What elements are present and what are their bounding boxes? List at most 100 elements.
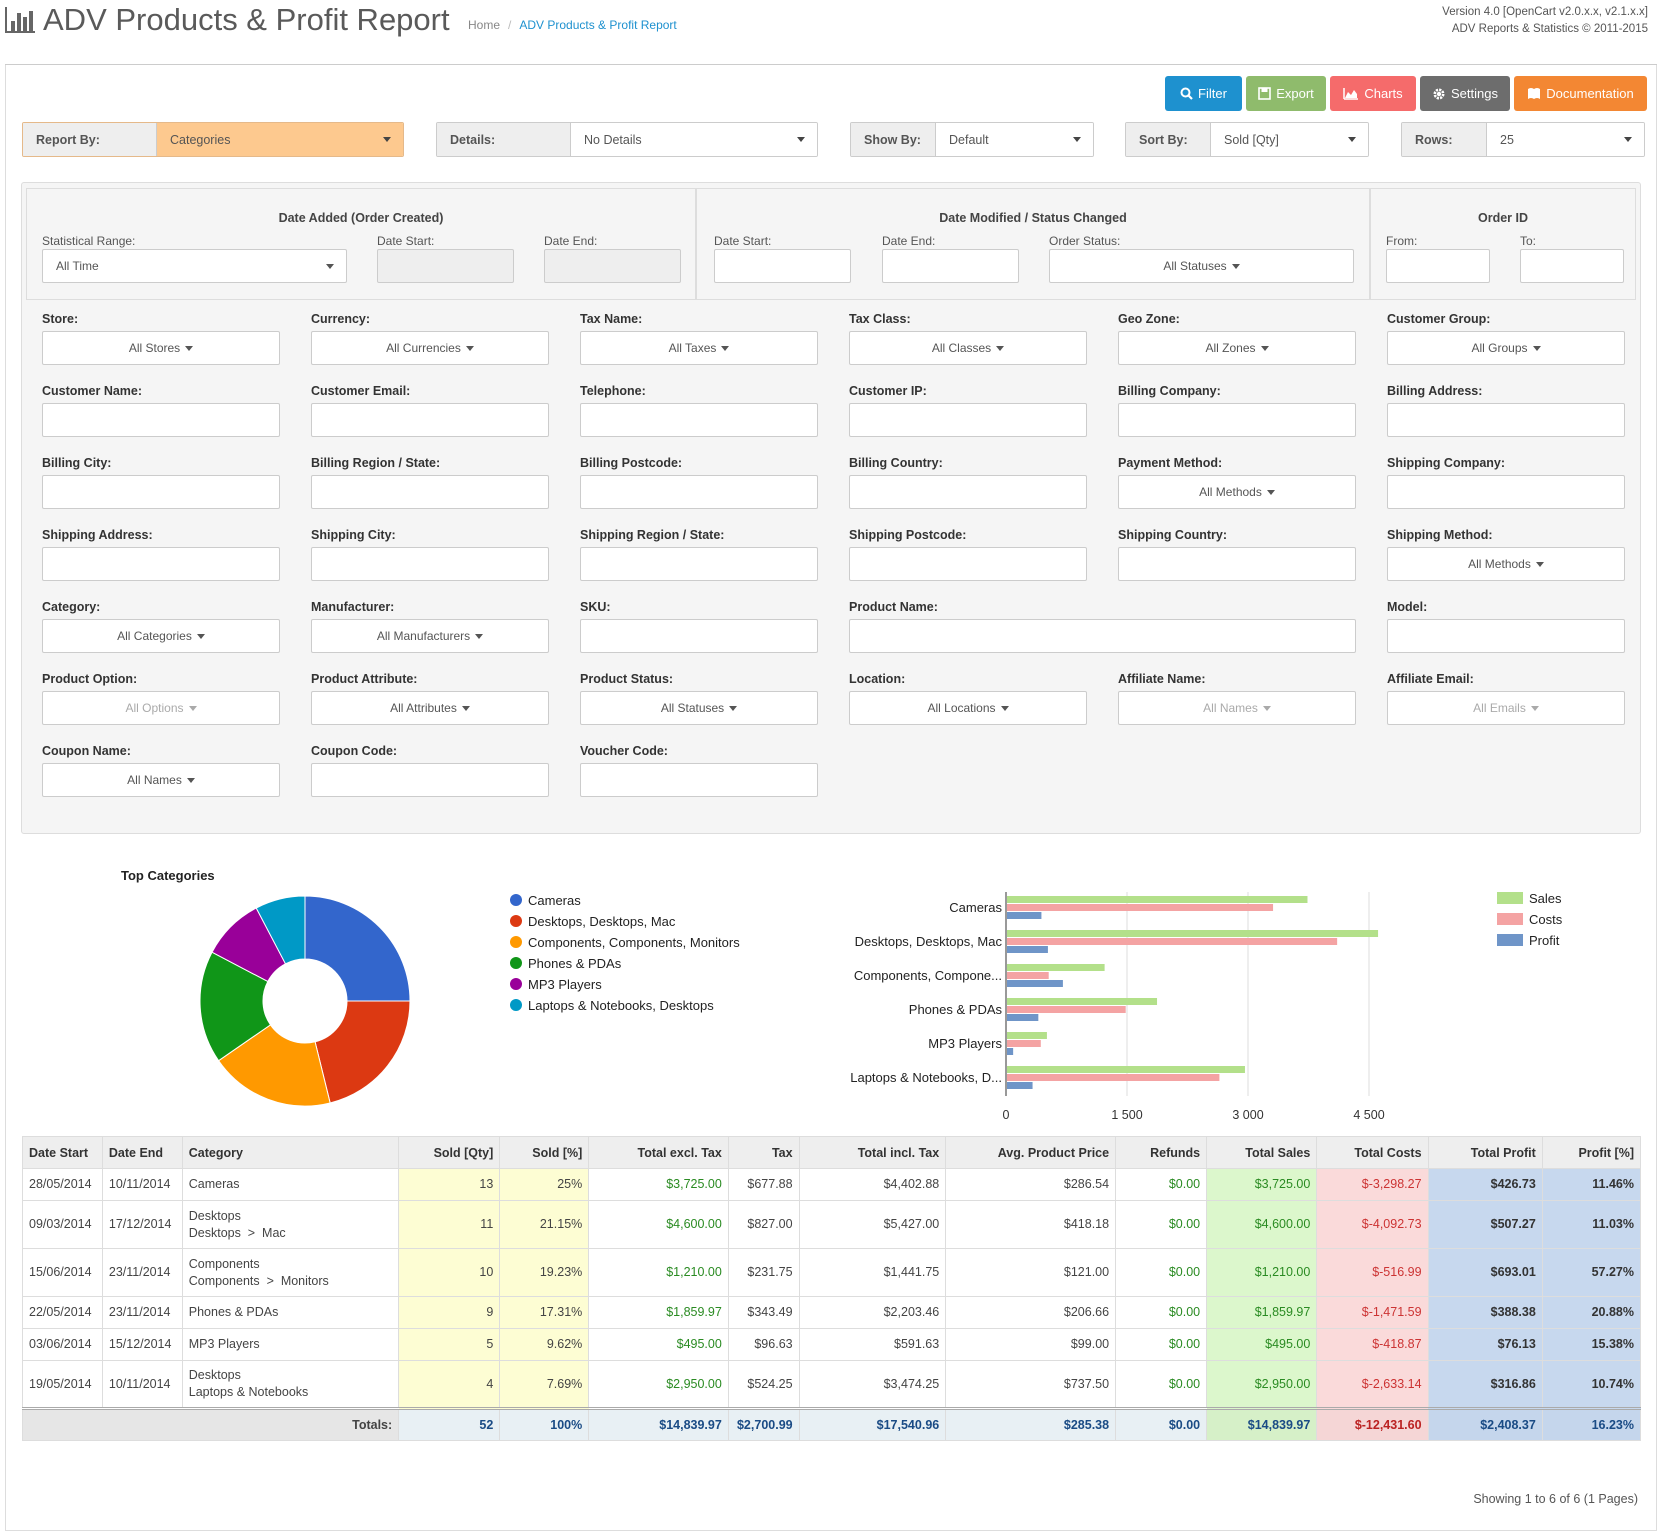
tax-class-select[interactable]: All Classes	[849, 331, 1087, 365]
date-added-start-input[interactable]	[377, 249, 514, 283]
rows-select[interactable]: Rows: 25	[1401, 122, 1645, 157]
column-header[interactable]: Sold [%]	[499, 1136, 590, 1169]
bar-profit[interactable]	[1007, 1082, 1033, 1089]
show-by-select[interactable]: Show By: Default	[850, 122, 1094, 157]
bar-profit[interactable]	[1007, 1048, 1014, 1055]
sku-input[interactable]	[580, 619, 818, 653]
manufacturer-select[interactable]: All Manufacturers	[311, 619, 549, 653]
bar-profit[interactable]	[1007, 1014, 1039, 1021]
breadcrumb-current[interactable]: ADV Products & Profit Report	[519, 18, 677, 32]
customer-email-input[interactable]	[311, 403, 549, 437]
store-select[interactable]: All Stores	[42, 331, 280, 365]
bar-costs[interactable]	[1007, 1074, 1220, 1081]
product-status-select[interactable]: All Statuses	[580, 691, 818, 725]
telephone-input[interactable]	[580, 403, 818, 437]
currency-select[interactable]: All Currencies	[311, 331, 549, 365]
column-header[interactable]: Refunds	[1115, 1136, 1208, 1169]
bar-sales[interactable]	[1007, 964, 1105, 971]
column-header[interactable]: Total excl. Tax	[588, 1136, 729, 1169]
report-by-value[interactable]: Categories	[157, 123, 403, 156]
charts-button[interactable]: Charts	[1330, 76, 1416, 111]
column-header[interactable]: Date Start	[22, 1136, 103, 1169]
product-name-input[interactable]	[849, 619, 1356, 653]
date-modified-end-input[interactable]	[882, 249, 1019, 283]
sort-by-value[interactable]: Sold [Qty]	[1211, 123, 1368, 156]
shipping-city-input[interactable]	[311, 547, 549, 581]
column-header[interactable]: Tax	[727, 1136, 800, 1169]
order-status-select[interactable]: All Statuses	[1049, 249, 1354, 283]
show-by-value[interactable]: Default	[936, 123, 1093, 156]
category-select[interactable]: All Categories	[42, 619, 280, 653]
table-row[interactable]: 15/06/2014 23/11/2014 Components Components…	[22, 1248, 1642, 1297]
shipping-country-input[interactable]	[1118, 547, 1356, 581]
shipping-region-state-input[interactable]	[580, 547, 818, 581]
details-value[interactable]: No Details	[571, 123, 817, 156]
coupon-code-input[interactable]	[311, 763, 549, 797]
billing-region-state-input[interactable]	[311, 475, 549, 509]
billing-company-input[interactable]	[1118, 403, 1356, 437]
bar-costs[interactable]	[1007, 1006, 1126, 1013]
tax-name-select[interactable]: All Taxes	[580, 331, 818, 365]
table-row[interactable]: 03/06/2014 15/12/2014 MP3 Players 5 9.62% $49…	[22, 1328, 1642, 1361]
column-header[interactable]: Avg. Product Price	[945, 1136, 1117, 1169]
documentation-button[interactable]: Documentation	[1514, 76, 1647, 111]
pie-slice-2[interactable]	[217, 1024, 331, 1107]
rows-value[interactable]: 25	[1487, 123, 1644, 156]
pie-slice-3[interactable]	[199, 951, 272, 1062]
pie-slice-5[interactable]	[255, 895, 306, 965]
details-select[interactable]: Details: No Details	[436, 122, 818, 157]
customer-ip-input[interactable]	[849, 403, 1087, 437]
shipping-address-input[interactable]	[42, 547, 280, 581]
bar-costs[interactable]	[1007, 1040, 1041, 1047]
column-header[interactable]: Date End	[101, 1136, 183, 1169]
shipping-company-input[interactable]	[1387, 475, 1625, 509]
model-input[interactable]	[1387, 619, 1625, 653]
shipping-method-select[interactable]: All Methods	[1387, 547, 1625, 581]
pie-slice-0[interactable]	[304, 895, 411, 1002]
billing-country-input[interactable]	[849, 475, 1087, 509]
date-modified-start-input[interactable]	[714, 249, 851, 283]
bar-sales[interactable]	[1007, 998, 1158, 1005]
coupon-name-select[interactable]: All Names	[42, 763, 280, 797]
bar-profit[interactable]	[1007, 980, 1063, 987]
column-header[interactable]: Total Profit	[1427, 1136, 1543, 1169]
table-row[interactable]: 19/05/2014 10/11/2014 Desktops Laptops & No…	[22, 1360, 1642, 1409]
table-row[interactable]: 09/03/2014 17/12/2014 Desktops Desktops > M…	[22, 1200, 1642, 1249]
column-header[interactable]: Sold [Qty]	[398, 1136, 501, 1169]
table-row[interactable]: 28/05/2014 10/11/2014 Cameras 13 25% $3,725.0…	[22, 1168, 1642, 1201]
affiliate-email-select[interactable]: All Emails	[1387, 691, 1625, 725]
bar-sales[interactable]	[1007, 1032, 1047, 1039]
column-header[interactable]: Total incl. Tax	[798, 1136, 947, 1169]
column-header[interactable]: Total Costs	[1316, 1136, 1429, 1169]
affiliate-name-select[interactable]: All Names	[1118, 691, 1356, 725]
payment-method-select[interactable]: All Methods	[1118, 475, 1356, 509]
bar-costs[interactable]	[1007, 938, 1338, 945]
voucher-code-input[interactable]	[580, 763, 818, 797]
column-header[interactable]: Total Sales	[1206, 1136, 1318, 1169]
product-option-select[interactable]: All Options	[42, 691, 280, 725]
bar-sales[interactable]	[1007, 1066, 1245, 1073]
bar-sales[interactable]	[1007, 930, 1379, 937]
bar-profit[interactable]	[1007, 946, 1048, 953]
bar-profit[interactable]	[1007, 912, 1042, 919]
product-attribute-select[interactable]: All Attributes	[311, 691, 549, 725]
bar-costs[interactable]	[1007, 972, 1049, 979]
location-select[interactable]: All Locations	[849, 691, 1087, 725]
geo-zone-select[interactable]: All Zones	[1118, 331, 1356, 365]
export-button[interactable]: Export	[1246, 76, 1326, 111]
customer-group-select[interactable]: All Groups	[1387, 331, 1625, 365]
order-id-to-input[interactable]	[1520, 249, 1624, 283]
billing-city-input[interactable]	[42, 475, 280, 509]
column-header[interactable]: Profit [%]	[1541, 1136, 1642, 1169]
billing-address-input[interactable]	[1387, 403, 1625, 437]
report-by-select[interactable]: Report By: Categories	[22, 122, 404, 157]
table-row[interactable]: 22/05/2014 23/11/2014 Phones & PDAs 9 17.31%…	[22, 1296, 1642, 1329]
filter-button[interactable]: Filter	[1165, 76, 1242, 111]
column-header[interactable]: Category	[181, 1136, 400, 1169]
billing-postcode-input[interactable]	[580, 475, 818, 509]
pie-slice-1[interactable]	[314, 1000, 411, 1104]
breadcrumb-home[interactable]: Home	[468, 18, 501, 32]
date-added-end-input[interactable]	[544, 249, 681, 283]
bar-sales[interactable]	[1007, 896, 1308, 903]
bar-costs[interactable]	[1007, 904, 1274, 911]
